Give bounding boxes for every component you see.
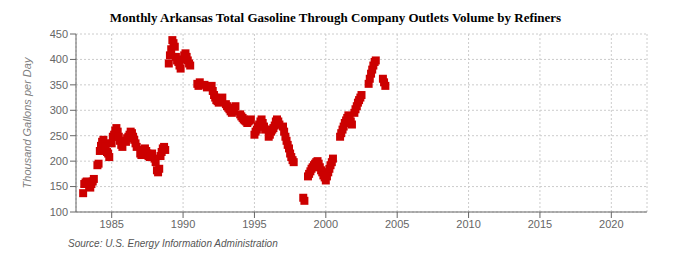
svg-text:300: 300: [50, 104, 68, 116]
svg-text:400: 400: [50, 53, 68, 65]
svg-text:450: 450: [50, 28, 68, 40]
svg-text:1985: 1985: [99, 218, 123, 230]
svg-text:2015: 2015: [528, 218, 552, 230]
svg-text:1990: 1990: [171, 218, 195, 230]
svg-text:1995: 1995: [242, 218, 266, 230]
svg-text:2000: 2000: [314, 218, 338, 230]
svg-text:2005: 2005: [385, 218, 409, 230]
svg-text:Thousand Gallons per Day: Thousand Gallons per Day: [21, 56, 33, 188]
svg-text:2020: 2020: [599, 218, 623, 230]
svg-text:150: 150: [50, 180, 68, 192]
html-text:Source: U.S. Energy Informatio: Source: U.S. Energy Information Administ…: [68, 238, 278, 249]
svg-text:2010: 2010: [456, 218, 480, 230]
svg-text:350: 350: [50, 79, 68, 91]
svg-text:250: 250: [50, 130, 68, 142]
svg-text:100: 100: [50, 206, 68, 218]
svg-text:200: 200: [50, 155, 68, 167]
html-text:Monthly Arkansas Total Gasolin: Monthly Arkansas Total Gasoline Through …: [109, 10, 562, 25]
